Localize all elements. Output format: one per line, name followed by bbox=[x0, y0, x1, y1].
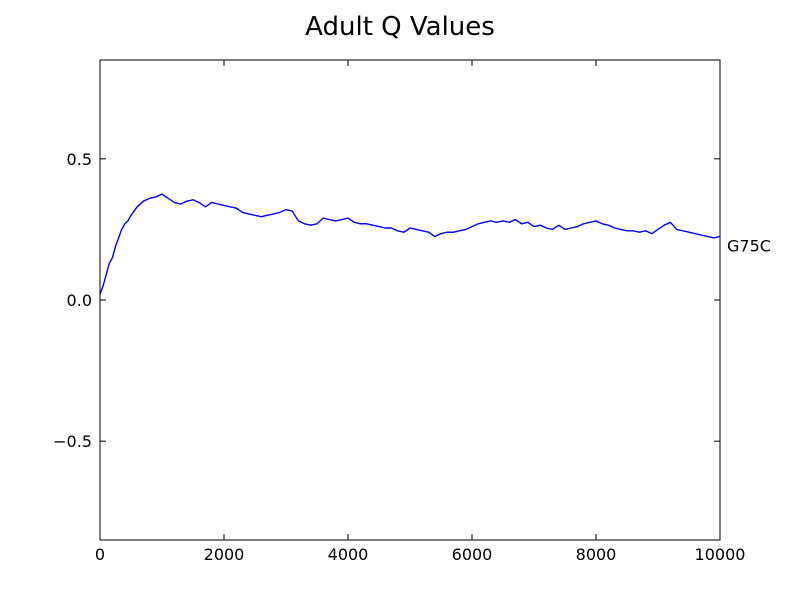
plot-frame bbox=[99, 59, 721, 541]
axis-tick-labels: 0 2000 4000 6000 8000 10000 −0.5 0.0 0.5 bbox=[53, 150, 745, 564]
series-line-g75c bbox=[99, 193, 721, 295]
y-tick-label: 0.5 bbox=[67, 150, 92, 169]
series-label-g75c: G75C bbox=[727, 236, 771, 255]
x-tick-label: 0 bbox=[95, 545, 105, 564]
plot-area bbox=[100, 60, 720, 540]
chart-title: Adult Q Values bbox=[305, 12, 495, 42]
y-tick-label: 0.0 bbox=[67, 291, 92, 310]
y-tick-label: −0.5 bbox=[53, 432, 92, 451]
x-tick-label: 6000 bbox=[452, 545, 493, 564]
x-tick-label: 8000 bbox=[576, 545, 617, 564]
x-tick-label: 10000 bbox=[695, 545, 746, 564]
x-tick-label: 2000 bbox=[204, 545, 245, 564]
x-tick-label: 4000 bbox=[328, 545, 369, 564]
